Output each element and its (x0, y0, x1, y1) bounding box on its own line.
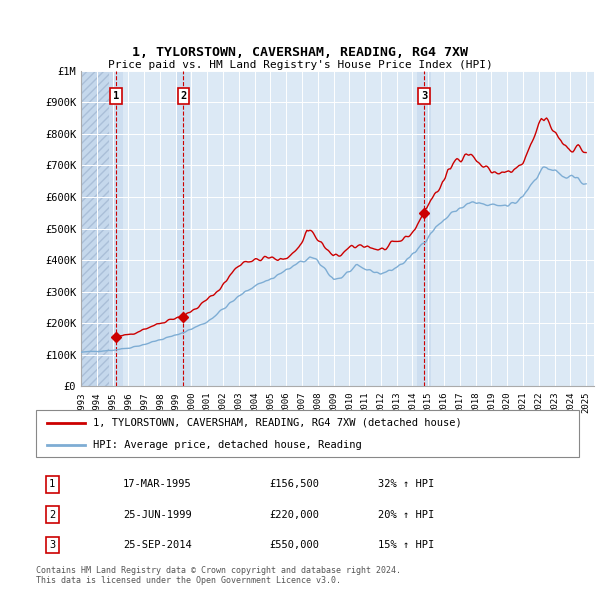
Text: 1: 1 (49, 480, 55, 489)
Text: 15% ↑ HPI: 15% ↑ HPI (378, 540, 434, 550)
Text: 1, TYLORSTOWN, CAVERSHAM, READING, RG4 7XW (detached house): 1, TYLORSTOWN, CAVERSHAM, READING, RG4 7… (93, 418, 462, 428)
Text: 3: 3 (421, 91, 427, 101)
Text: 1: 1 (113, 91, 119, 101)
Text: £156,500: £156,500 (269, 480, 319, 489)
Text: 2: 2 (49, 510, 55, 520)
Text: HPI: Average price, detached house, Reading: HPI: Average price, detached house, Read… (93, 440, 362, 450)
Text: 17-MAR-1995: 17-MAR-1995 (123, 480, 191, 489)
Text: 20% ↑ HPI: 20% ↑ HPI (378, 510, 434, 520)
Text: Contains HM Land Registry data © Crown copyright and database right 2024.
This d: Contains HM Land Registry data © Crown c… (36, 566, 401, 585)
Text: £550,000: £550,000 (269, 540, 319, 550)
Text: 2: 2 (180, 91, 187, 101)
Text: 25-SEP-2014: 25-SEP-2014 (123, 540, 191, 550)
Text: £220,000: £220,000 (269, 510, 319, 520)
Bar (417, 71, 431, 386)
Text: Price paid vs. HM Land Registry's House Price Index (HPI): Price paid vs. HM Land Registry's House … (107, 60, 493, 70)
Text: 32% ↑ HPI: 32% ↑ HPI (378, 480, 434, 489)
Bar (176, 71, 190, 386)
Text: 3: 3 (49, 540, 55, 550)
Bar (109, 71, 122, 386)
Text: 1, TYLORSTOWN, CAVERSHAM, READING, RG4 7XW: 1, TYLORSTOWN, CAVERSHAM, READING, RG4 7… (132, 46, 468, 59)
Text: 25-JUN-1999: 25-JUN-1999 (123, 510, 191, 520)
